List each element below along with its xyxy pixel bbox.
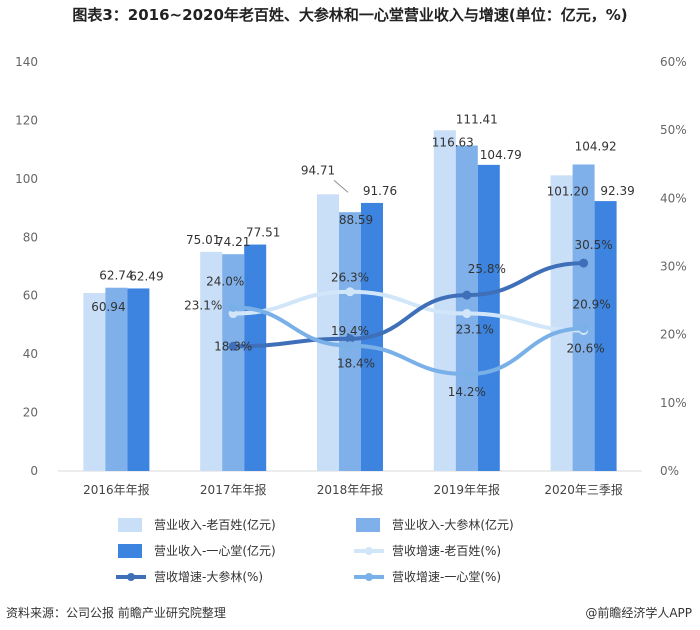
chart-title: 图表3：2016~2020年老百姓、大参林和一心堂营业收入与增速(单位：亿元，%… xyxy=(72,6,628,24)
legend-label: 营业收入-一心堂(亿元) xyxy=(154,543,276,558)
bar xyxy=(594,201,617,471)
bar-value-label: 74.21 xyxy=(216,235,250,249)
y-tick-label: 0 xyxy=(30,464,38,478)
bar-value-label: 77.51 xyxy=(246,226,280,240)
line-value-label: 14.2% xyxy=(448,385,486,399)
legend-label: 营收增速-一心堂(%) xyxy=(392,570,501,584)
growth-point xyxy=(345,334,355,344)
bar xyxy=(244,244,267,471)
growth-point xyxy=(228,302,238,312)
growth-point xyxy=(345,287,355,297)
bar xyxy=(105,287,128,471)
growth-line xyxy=(233,261,584,349)
bar-value-label: 62.49 xyxy=(129,269,163,283)
bar-value-label: 94.71 xyxy=(301,163,335,177)
legend-label: 营业收入-老百姓(亿元) xyxy=(154,517,276,532)
growth-line xyxy=(233,289,584,333)
bar xyxy=(200,251,223,471)
bar-value-label: 116.63 xyxy=(432,135,474,149)
legend-marker xyxy=(365,547,373,555)
growth-point xyxy=(579,258,589,268)
legend-marker xyxy=(127,573,135,581)
x-tick-label: 2016年年报 xyxy=(83,482,150,497)
legend-label: 营业收入-大参林(亿元) xyxy=(392,517,514,532)
bar xyxy=(433,130,456,471)
line-value-label: 30.5% xyxy=(575,238,613,252)
source-note: 资料来源：公司公报 前瞻产业研究院整理 xyxy=(6,606,226,620)
y2-tick-label: 0% xyxy=(660,464,679,478)
line-value-label: 23.1% xyxy=(184,299,222,313)
line-value-label: 25.8% xyxy=(468,262,506,276)
y2-tick-label: 50% xyxy=(660,123,687,137)
line-value-label: 20.9% xyxy=(573,298,611,312)
bar xyxy=(572,164,595,472)
y2-tick-label: 30% xyxy=(660,260,687,274)
growth-point xyxy=(228,341,238,351)
line-value-label: 24.0% xyxy=(206,274,244,288)
y2-tick-label: 60% xyxy=(660,55,687,69)
growth-point xyxy=(462,309,472,319)
growth-point xyxy=(462,290,472,300)
line-value-label: 18.3% xyxy=(214,339,252,353)
y-tick-label: 80 xyxy=(23,230,38,244)
bar-value-label: 62.74 xyxy=(99,269,133,283)
bar-value-label: 101.20 xyxy=(547,184,589,198)
bar xyxy=(317,194,339,471)
bar-value-label: 104.92 xyxy=(575,139,617,153)
legend-marker xyxy=(365,573,373,581)
legend-swatch xyxy=(118,518,142,532)
bar xyxy=(550,175,573,471)
y-tick-label: 60 xyxy=(23,289,38,303)
brand-note: @前瞻经济学人APP xyxy=(585,606,692,620)
x-tick-label: 2018年年报 xyxy=(317,482,384,497)
y-tick-label: 20 xyxy=(23,406,38,420)
legend-label: 营收增速-大参林(%) xyxy=(154,569,263,584)
line-value-label: 18.4% xyxy=(337,357,375,371)
bar xyxy=(127,288,150,471)
line-value-label: 26.3% xyxy=(331,271,369,285)
line-value-label: 23.1% xyxy=(456,323,494,337)
x-tick-label: 2020年三季报 xyxy=(544,482,623,497)
growth-point xyxy=(462,369,472,379)
line-value-label: 19.4% xyxy=(331,324,369,338)
y-tick-label: 140 xyxy=(15,55,38,69)
legend-swatch xyxy=(356,518,380,532)
bar xyxy=(455,145,478,472)
bar-value-label: 111.41 xyxy=(456,113,498,127)
bar-value-label: 88.59 xyxy=(339,213,373,227)
x-tick-label: 2019年年报 xyxy=(434,482,501,497)
line-value-label: 20.6% xyxy=(567,342,605,356)
legend-swatch xyxy=(118,544,142,558)
legend-label: 营收增速-老百姓(%) xyxy=(392,544,501,558)
bar xyxy=(83,292,106,471)
bar-value-label: 60.94 xyxy=(91,300,125,314)
bar-value-label: 92.39 xyxy=(600,184,634,198)
growth-point xyxy=(579,324,589,334)
y2-tick-label: 40% xyxy=(660,191,687,205)
bar xyxy=(477,164,500,471)
y-tick-label: 120 xyxy=(15,113,38,127)
x-tick-label: 2017年年报 xyxy=(200,482,267,497)
bar-value-label: 91.76 xyxy=(363,184,397,198)
y2-tick-label: 10% xyxy=(660,396,687,410)
leader-line xyxy=(333,179,349,193)
y-tick-label: 40 xyxy=(23,347,38,361)
y-tick-label: 100 xyxy=(15,172,38,186)
bar-value-label: 104.79 xyxy=(480,148,522,162)
growth-point xyxy=(345,341,355,351)
y2-tick-label: 20% xyxy=(660,328,687,342)
bar-value-label: 75.01 xyxy=(186,233,220,247)
growth-line xyxy=(233,305,584,377)
